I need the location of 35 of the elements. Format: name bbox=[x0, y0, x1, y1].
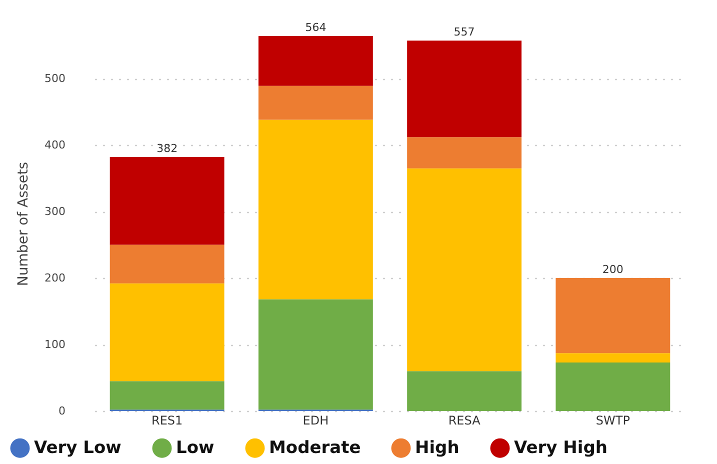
x-tick-label: RESA bbox=[448, 414, 482, 428]
x-tick-label: SWTP bbox=[596, 414, 630, 428]
bar bbox=[110, 283, 224, 382]
total-label: 200 bbox=[602, 263, 624, 276]
total-label: 557 bbox=[454, 26, 475, 39]
bar bbox=[556, 278, 670, 354]
y-tick-label: 400 bbox=[44, 138, 66, 152]
y-tick-label: 500 bbox=[44, 72, 66, 86]
y-axis-title: Number of Assets bbox=[16, 162, 32, 286]
bar bbox=[407, 168, 522, 372]
total-label: 564 bbox=[305, 21, 326, 34]
bar bbox=[110, 381, 224, 410]
bar bbox=[258, 120, 373, 300]
bar bbox=[110, 244, 224, 284]
bar bbox=[258, 36, 373, 86]
bar bbox=[258, 86, 373, 120]
y-tick-label: 200 bbox=[44, 272, 66, 285]
legend-label: Moderate bbox=[269, 438, 361, 458]
legend-label: High bbox=[415, 438, 460, 458]
total-label: 382 bbox=[156, 142, 178, 156]
legend-label: Very High bbox=[514, 438, 608, 458]
bar bbox=[110, 157, 224, 245]
y-tick-label: 300 bbox=[44, 205, 66, 218]
bar bbox=[407, 40, 522, 138]
bar bbox=[407, 137, 522, 168]
bar bbox=[556, 353, 670, 362]
bar bbox=[556, 362, 670, 411]
bar bbox=[258, 299, 373, 410]
y-tick-label: 100 bbox=[44, 338, 66, 352]
x-tick-label: RES1 bbox=[151, 414, 183, 428]
legend-label: Very Low bbox=[34, 438, 122, 458]
bar bbox=[407, 371, 522, 411]
legend-label: Low bbox=[176, 438, 215, 458]
x-tick-label: EDH bbox=[302, 414, 329, 428]
y-tick-label: 0 bbox=[58, 404, 66, 418]
